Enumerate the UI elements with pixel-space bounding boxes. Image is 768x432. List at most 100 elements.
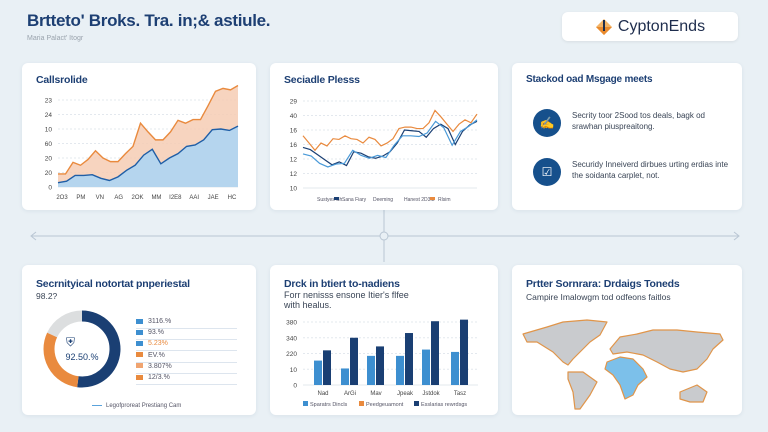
y-tick-label: 10 (290, 367, 298, 374)
y-tick-label: 20 (45, 156, 53, 163)
donut-segment (47, 310, 83, 338)
map-card: Prtter Sornrara: Drdaigs Toneds Campire … (512, 265, 742, 415)
legend-swatch (430, 197, 435, 200)
bar-chart-card: Drck in btiert to-nadiens Forr nenisss e… (270, 265, 498, 415)
x-tick-label: I2E8 (169, 195, 182, 201)
donut-title: Secrnityical notortat pnperiestal (36, 278, 190, 290)
area-line-series (58, 84, 239, 175)
connector-node (379, 231, 389, 241)
donut-chart (43, 310, 121, 388)
legend-swatch (359, 401, 364, 406)
donut-card: Secrnityical notortat pnperiestal 98.2? … (22, 265, 256, 415)
x-tick-label: PM (76, 195, 85, 201)
line-series (302, 119, 478, 168)
map-region-south-america (567, 371, 598, 410)
legend-label: Hanest 2D3I8 (404, 197, 435, 203)
donut-legend-item: 5.23% (136, 340, 237, 352)
y-tick-label: 0 (293, 383, 297, 390)
map-region-australia (679, 384, 708, 403)
y-tick-label: 16 (290, 142, 298, 149)
y-tick-label: 12 (290, 157, 298, 164)
bar-chart-subtitle-line: with healus. (284, 300, 332, 310)
legend-swatch (414, 401, 419, 406)
x-tick-label: Mav (370, 391, 381, 397)
donut-legend-item: 93.% (136, 329, 237, 341)
line-chart-card: Seciadle Plesss 10 12 12 16 16 40 29 Sustyes Sh… (270, 63, 498, 210)
feature-text: Securidy Inneiverd dirbues urting erdias… (572, 160, 729, 180)
legend-swatch (334, 197, 339, 200)
y-tick-label: 40 (290, 113, 298, 120)
donut-footer: Legofproreat Prestiang Cam (92, 403, 181, 409)
y-tick-label: 10 (290, 186, 298, 193)
bar (460, 319, 468, 385)
footer-legend-swatch (92, 404, 102, 407)
bar (431, 321, 439, 385)
legend-swatch (136, 329, 143, 335)
handshake-icon: ✍ (533, 109, 561, 137)
brand-button[interactable]: CyptonEnds (562, 12, 738, 41)
bar (396, 355, 404, 385)
x-tick-label: 2O3 (56, 195, 68, 201)
brand-name: CyptonEnds (617, 17, 706, 35)
x-tick-label: Jstdok (422, 391, 440, 397)
x-tick-label: HC (228, 195, 237, 201)
area-chart: 0 20 20 60 10 24 23 2O3 PM VN AG 2OK MM I2E8 AAI JAE HC (45, 84, 239, 201)
bar (367, 355, 375, 385)
donut-footer-label: Legofproreat Prestiang Cam (106, 403, 182, 409)
x-tick-label: MM (151, 195, 161, 201)
legend-swatch (303, 401, 308, 406)
bar-chart-subtitle-line: Forr nenisss ensone Itier's flfee (284, 290, 409, 300)
legend-label: Sparatrs Dincls (310, 402, 348, 408)
donut-legend-item: EV.% (136, 352, 237, 363)
bar (314, 360, 322, 385)
shield-icon: ⛨ (66, 335, 76, 349)
features-title: Stackod oad Msgage meets (526, 74, 653, 85)
line-series (302, 109, 478, 152)
area-line-series (57, 125, 239, 184)
bar (341, 368, 349, 385)
y-tick-label: 220 (286, 351, 297, 358)
y-tick-label: 60 (45, 141, 53, 148)
legend-label: 5.23% (148, 340, 168, 348)
bar (350, 337, 358, 385)
y-tick-label: 24 (45, 112, 53, 119)
bar-chart-title: Drck in btiert to-nadiens (284, 278, 400, 290)
legend-label: Esslarias rewrdsgs (421, 402, 467, 408)
area-chart-title: Callsrolide (36, 74, 88, 86)
y-tick-label: 0 (48, 185, 52, 192)
donut-center-label: 92.50.% (65, 352, 99, 362)
line-chart: 10 12 12 16 16 40 29 Sustyes Sh Sana Fiary Deemin… (290, 99, 478, 203)
pencil-shield-icon (595, 18, 612, 35)
page-subtitle: Maria Palact' Itogr (27, 35, 84, 42)
legend-label: Sustyes Sh (317, 197, 343, 203)
x-tick-label: Nad (317, 391, 328, 397)
donut-legend-item: 3.807% (136, 363, 237, 374)
feature-text: Secrity toor 2Sood tos deals, bagk od sr… (572, 111, 705, 131)
legend-label: Peedgeuamont (366, 402, 404, 408)
legend-label: 3116.% (148, 318, 172, 325)
bar (376, 346, 384, 385)
x-tick-label: VN (96, 195, 104, 201)
legend-swatch (136, 352, 143, 358)
legend-swatch (136, 341, 143, 347)
x-tick-label: Tasz (454, 391, 466, 397)
legend-label: EV.% (148, 351, 165, 359)
legend-label: Rlsim (438, 197, 451, 203)
legend-label: 93.% (148, 329, 164, 337)
x-tick-label: 2OK (132, 195, 144, 201)
legend-label: 3.807% (148, 362, 172, 370)
donut-segment (77, 310, 121, 388)
line-chart-title: Seciadle Plesss (284, 74, 360, 86)
x-tick-label: Jpeak (397, 391, 414, 397)
bar (323, 350, 331, 385)
map-region-africa (604, 356, 648, 400)
x-tick-label: AG (114, 195, 123, 201)
y-tick-label: 16 (290, 128, 298, 135)
area-fill-series (58, 126, 238, 187)
bar-chart: 0 10 220 340 380 Nad ArGi Mav Jpeak Jstdok Tasz Spa… (286, 319, 478, 408)
x-tick-label: ArGi (344, 391, 356, 397)
map-region-north-america (522, 319, 608, 366)
donut-subtitle: 98.2? (36, 291, 58, 301)
page-title: Brtteto' Broks. Tra. in;& astiule. (27, 11, 271, 30)
